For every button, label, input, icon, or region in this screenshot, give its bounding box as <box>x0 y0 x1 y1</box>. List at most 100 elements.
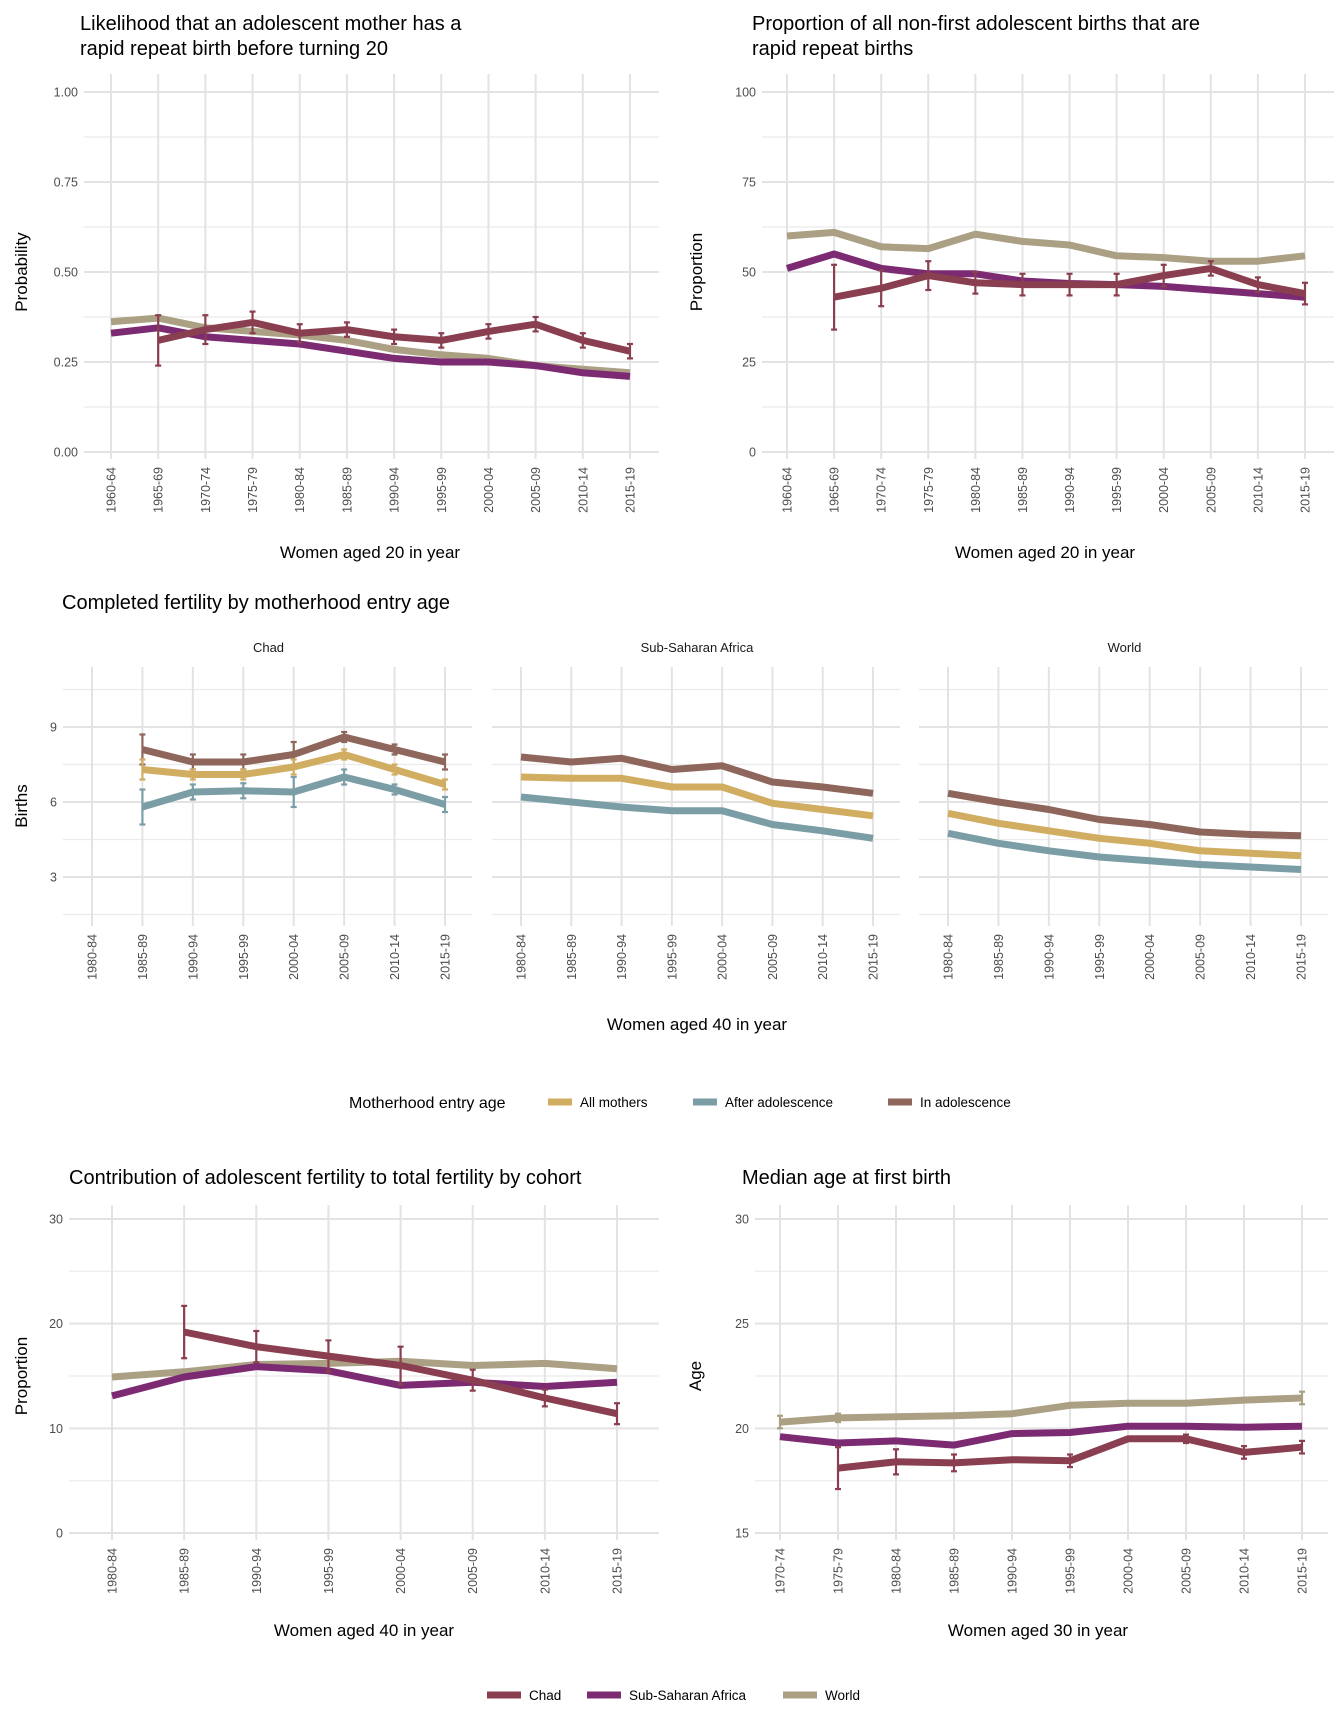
y-tick-label: 0.25 <box>54 356 78 370</box>
series-line-after-adolescence <box>947 829 1302 873</box>
legend-item-in-adolescence: In adolescence <box>888 1095 1011 1110</box>
x-tick-label: 2005-09 <box>466 1548 480 1594</box>
x-tick-label: 1995-99 <box>665 934 679 980</box>
x-tick-label: 1990-94 <box>1006 1548 1020 1594</box>
series-in-adolescence <box>520 753 874 797</box>
x-tick-label: 1995-99 <box>322 1548 336 1594</box>
chart-title: rapid repeat births <box>752 38 913 60</box>
y-tick-label: 50 <box>742 266 756 280</box>
series-chad <box>835 1433 1305 1491</box>
legend-label: All mothers <box>580 1095 648 1110</box>
x-tick-label: 2015-19 <box>1296 1548 1310 1594</box>
y-axis-label: Age <box>686 1361 705 1391</box>
series-all-mothers <box>139 748 448 791</box>
series-in-adolescence <box>947 789 1302 840</box>
x-tick-label: 2005-09 <box>1194 934 1208 980</box>
x-tick-label: 1985-89 <box>1016 467 1030 513</box>
legend-item-world: World <box>783 1688 860 1703</box>
x-tick-label: 1980-84 <box>515 934 529 980</box>
x-tick-label: 2000-04 <box>1122 1548 1136 1594</box>
y-tick-label: 30 <box>49 1213 63 1227</box>
chart-title: Contribution of adolescent fertility to … <box>69 1167 582 1189</box>
x-tick-label: 2015-19 <box>611 1548 625 1594</box>
y-axis-label: Proportion <box>687 233 706 311</box>
legend-item-sub-saharan-africa: Sub-Saharan Africa <box>587 1688 747 1703</box>
series-world <box>777 1390 1305 1430</box>
series-all-mothers <box>520 773 874 820</box>
y-tick-label: 0 <box>749 446 756 460</box>
x-tick-label: 1990-94 <box>1042 934 1056 980</box>
series-line-sub-saharan-africa <box>779 1422 1303 1449</box>
x-tick-label: 1960-64 <box>781 467 795 513</box>
legend-label: Sub-Saharan Africa <box>629 1688 747 1703</box>
x-axis-label: Women aged 30 in year <box>948 1621 1129 1640</box>
y-tick-label: 100 <box>735 86 756 100</box>
x-tick-label: 2010-14 <box>538 1548 552 1594</box>
facet-strip-label: Sub-Saharan Africa <box>641 640 755 655</box>
x-tick-label: 2000-04 <box>716 934 730 980</box>
y-tick-label: 0 <box>56 1527 63 1541</box>
x-tick-label: 2000-04 <box>1157 467 1171 513</box>
chart-title: Median age at first birth <box>742 1167 951 1189</box>
x-tick-label: 2015-19 <box>1295 934 1309 980</box>
x-tick-label: 1975-79 <box>246 467 260 513</box>
series-chad <box>155 310 633 367</box>
x-tick-label: 1970-74 <box>199 467 213 513</box>
x-tick-label: 1965-69 <box>152 467 166 513</box>
legend-label: World <box>825 1688 860 1703</box>
x-axis-label: Women aged 40 in year <box>607 1015 788 1034</box>
y-axis-label: Proportion <box>12 1337 31 1415</box>
series-line-all-mothers <box>520 773 874 820</box>
series-world <box>786 228 1306 265</box>
x-tick-label: 1985-89 <box>948 1548 962 1594</box>
chart-title: Likelihood that an adolescent mother has… <box>80 13 462 35</box>
legend-label: Chad <box>529 1688 561 1703</box>
x-tick-label: 2010-14 <box>388 934 402 980</box>
facet-chad: 3 6 9 1980-84 1985-89 1990-94 1995-99 2000-04 20… <box>50 667 472 980</box>
y-tick-label: 30 <box>735 1213 749 1227</box>
x-tick-label: 1980-84 <box>106 1548 120 1594</box>
facet-world: 1980-84 1985-89 1990-94 1995-99 2000-04 2005-… <box>919 667 1328 980</box>
legend-item-after-adolescence: After adolescence <box>693 1095 833 1110</box>
y-tick-label: 6 <box>50 796 57 810</box>
x-tick-label: 2015-19 <box>867 934 881 980</box>
series-line-in-adolescence <box>947 789 1302 840</box>
series-sub-saharan-africa <box>779 1422 1303 1449</box>
x-tick-label: 1965-69 <box>828 467 842 513</box>
chart-title: rapid repeat birth before turning 20 <box>80 38 388 60</box>
x-tick-label: 2010-14 <box>576 467 590 513</box>
x-tick-label: 1990-94 <box>250 1548 264 1594</box>
x-axis-label: Women aged 20 in year <box>280 543 461 562</box>
facet-strip-label: World <box>1108 640 1142 655</box>
y-axis-label: Births <box>12 784 31 827</box>
x-tick-label: 1995-99 <box>237 934 251 980</box>
x-tick-label: 1970-74 <box>774 1548 788 1594</box>
y-tick-label: 0.00 <box>54 446 78 460</box>
x-tick-label: 2010-14 <box>1251 467 1265 513</box>
series-line-in-adolescence <box>520 753 874 797</box>
x-tick-label: 2000-04 <box>394 1548 408 1594</box>
series-line-after-adolescence <box>520 793 874 842</box>
y-tick-label: 20 <box>735 1422 749 1436</box>
y-tick-label: 1.00 <box>54 86 78 100</box>
x-tick-label: 2010-14 <box>816 934 830 980</box>
y-tick-label: 25 <box>742 356 756 370</box>
y-tick-label: 15 <box>735 1527 749 1541</box>
series-line-sub-saharan-africa <box>110 324 631 380</box>
x-tick-label: 2005-09 <box>338 934 352 980</box>
series-after-adolescence <box>947 829 1302 873</box>
x-tick-label: 2015-19 <box>1299 467 1313 513</box>
legend-label: After adolescence <box>725 1095 833 1110</box>
x-tick-label: 1985-89 <box>992 934 1006 980</box>
x-tick-label: 2005-09 <box>529 467 543 513</box>
x-axis-label: Women aged 20 in year <box>955 543 1136 562</box>
x-tick-label: 2000-04 <box>1143 934 1157 980</box>
series-all-mothers <box>947 809 1302 860</box>
x-tick-label: 1990-94 <box>186 934 200 980</box>
series-line-all-mothers <box>947 809 1302 860</box>
x-tick-label: 1960-64 <box>105 467 119 513</box>
y-tick-label: 10 <box>49 1422 63 1436</box>
y-tick-label: 25 <box>735 1317 749 1331</box>
x-tick-label: 1985-89 <box>136 934 150 980</box>
